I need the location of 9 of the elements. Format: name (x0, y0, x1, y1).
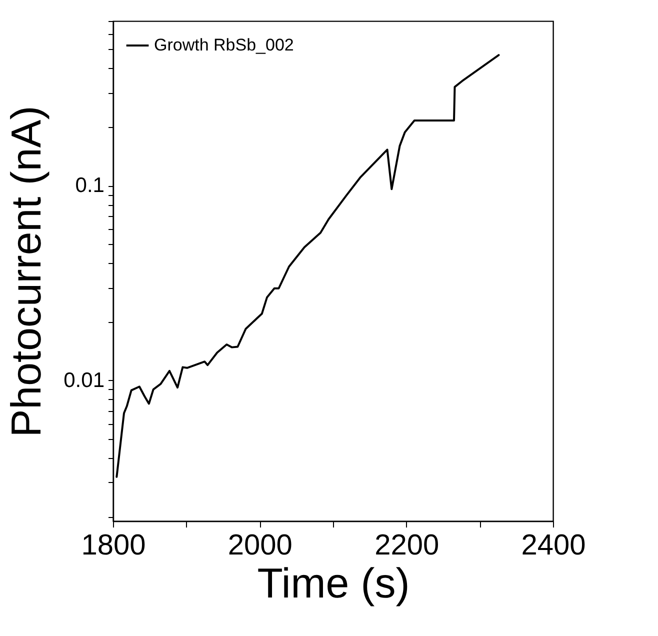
legend-label: Growth RbSb_002 (154, 36, 294, 54)
x-tick-label: 2400 (521, 530, 586, 562)
x-tick-label: 1800 (81, 530, 146, 562)
y-axis-title: Photocurrent (nA) (2, 106, 50, 438)
x-tick-label: 2200 (374, 530, 440, 562)
x-axis-title: Time (s) (257, 560, 410, 606)
x-tick-label: 2000 (228, 530, 292, 562)
y-tick-label: 0.1 (75, 174, 104, 198)
y-tick-label: 0.01 (64, 368, 104, 392)
